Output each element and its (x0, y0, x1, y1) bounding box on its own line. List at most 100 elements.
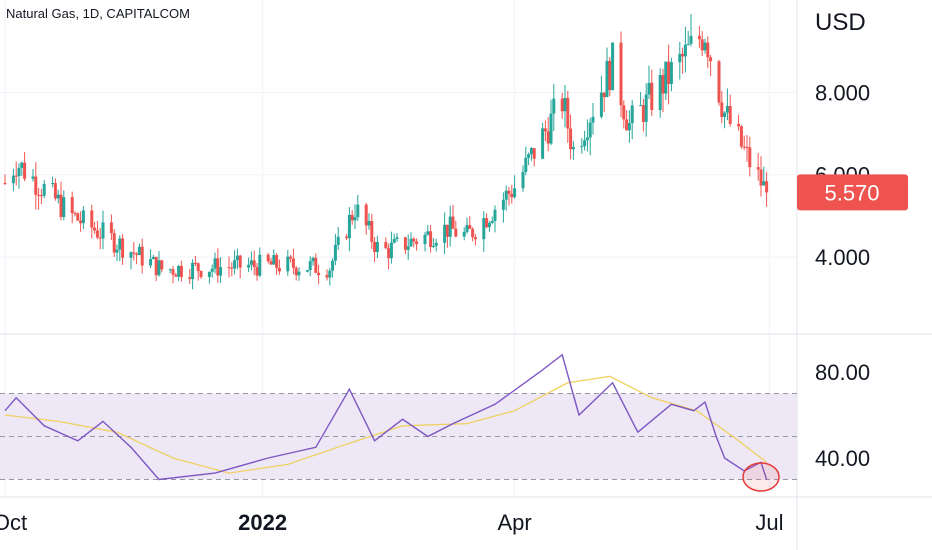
candle-body (291, 258, 295, 268)
candle-body (277, 267, 281, 272)
candle-body (723, 112, 727, 117)
candle-body (448, 216, 452, 237)
candle-body (709, 57, 713, 62)
candle-body (207, 271, 211, 277)
candle-body (37, 194, 41, 196)
candle-body (297, 271, 301, 276)
candle-body (375, 241, 379, 252)
candle-body (745, 146, 749, 148)
candle-body (73, 213, 77, 215)
candle-body (42, 183, 46, 196)
candle-body (546, 131, 550, 144)
chart-title: Natural Gas, 1D, CAPITALCOM (6, 6, 190, 21)
candle-body (216, 258, 220, 276)
candle-body (599, 92, 603, 117)
candle-body (101, 222, 105, 239)
candle-body (591, 116, 595, 123)
candle-body (471, 228, 475, 238)
candle-body (121, 238, 125, 258)
candle-body (31, 176, 35, 179)
candle-body (641, 105, 645, 122)
candle-body (513, 188, 517, 198)
candle-body (269, 261, 273, 265)
candle-body (759, 169, 763, 186)
candle-body (70, 197, 74, 214)
candle-body (622, 105, 626, 120)
candle-body (235, 255, 239, 261)
candle-body (154, 256, 158, 276)
candle-body (118, 238, 122, 250)
x-tick-label: 2022 (238, 510, 287, 535)
candle-body (566, 97, 570, 129)
candle-body (331, 260, 335, 271)
candle-body (233, 260, 237, 269)
candle-body (697, 35, 701, 40)
candle-body (658, 75, 662, 111)
candle-body (487, 222, 491, 228)
candle-body (585, 137, 589, 141)
candle-body (739, 126, 743, 147)
candle-body (311, 257, 315, 262)
rsi-tick-label: 80.00 (815, 360, 870, 385)
candle-body (625, 119, 629, 131)
candle-body (689, 35, 693, 44)
candle-body (465, 225, 469, 232)
candle-body (569, 128, 573, 150)
candle-body (367, 220, 371, 226)
candle-body (11, 175, 15, 184)
candle-body (347, 214, 351, 239)
candle-body (549, 113, 553, 144)
candle-body (34, 176, 38, 195)
y-tick-label: 4.000 (815, 245, 870, 270)
candle-body (14, 175, 18, 177)
candle-body (373, 241, 377, 252)
candle-body (510, 193, 514, 198)
candle-body (112, 233, 116, 253)
candle-body (583, 140, 587, 147)
candle-body (370, 220, 374, 242)
candle-body (336, 236, 340, 245)
candle-body (529, 148, 533, 155)
candle-body (403, 237, 407, 250)
candle-body (678, 53, 682, 63)
candle-body (17, 167, 21, 177)
candle-body (742, 146, 746, 148)
candle-body (700, 39, 704, 51)
candle-body (392, 238, 396, 243)
candle-body (563, 97, 567, 112)
candle-body (328, 270, 332, 278)
candle-body (325, 275, 329, 278)
candle-body (686, 43, 690, 45)
candle-body (193, 262, 197, 264)
candle-body (468, 225, 472, 229)
candle-body (605, 60, 609, 98)
candle-body (756, 167, 760, 170)
candle-body (135, 253, 139, 255)
candle-body (294, 267, 298, 276)
last-price-badge (797, 174, 908, 211)
candle-body (93, 227, 97, 231)
candle-body (53, 183, 57, 199)
candle-body (527, 154, 531, 158)
candle-body (683, 44, 687, 57)
candle-body (317, 272, 321, 276)
candle-body (619, 42, 623, 106)
candle-body (664, 61, 668, 94)
candle-body (140, 246, 144, 266)
candle-body (387, 248, 391, 259)
candle-body (485, 218, 489, 228)
candle-body (532, 148, 536, 159)
candle-body (748, 147, 752, 168)
candle-body (252, 260, 256, 268)
candle-body (115, 249, 119, 253)
candle-body (3, 182, 7, 184)
candle-body (81, 210, 85, 224)
candle-body (501, 199, 505, 210)
candle-body (350, 214, 354, 221)
candle-body (720, 102, 724, 117)
candle-body (541, 128, 545, 159)
candle-body (395, 237, 399, 239)
candle-body (543, 128, 547, 132)
candle-body (644, 94, 648, 122)
